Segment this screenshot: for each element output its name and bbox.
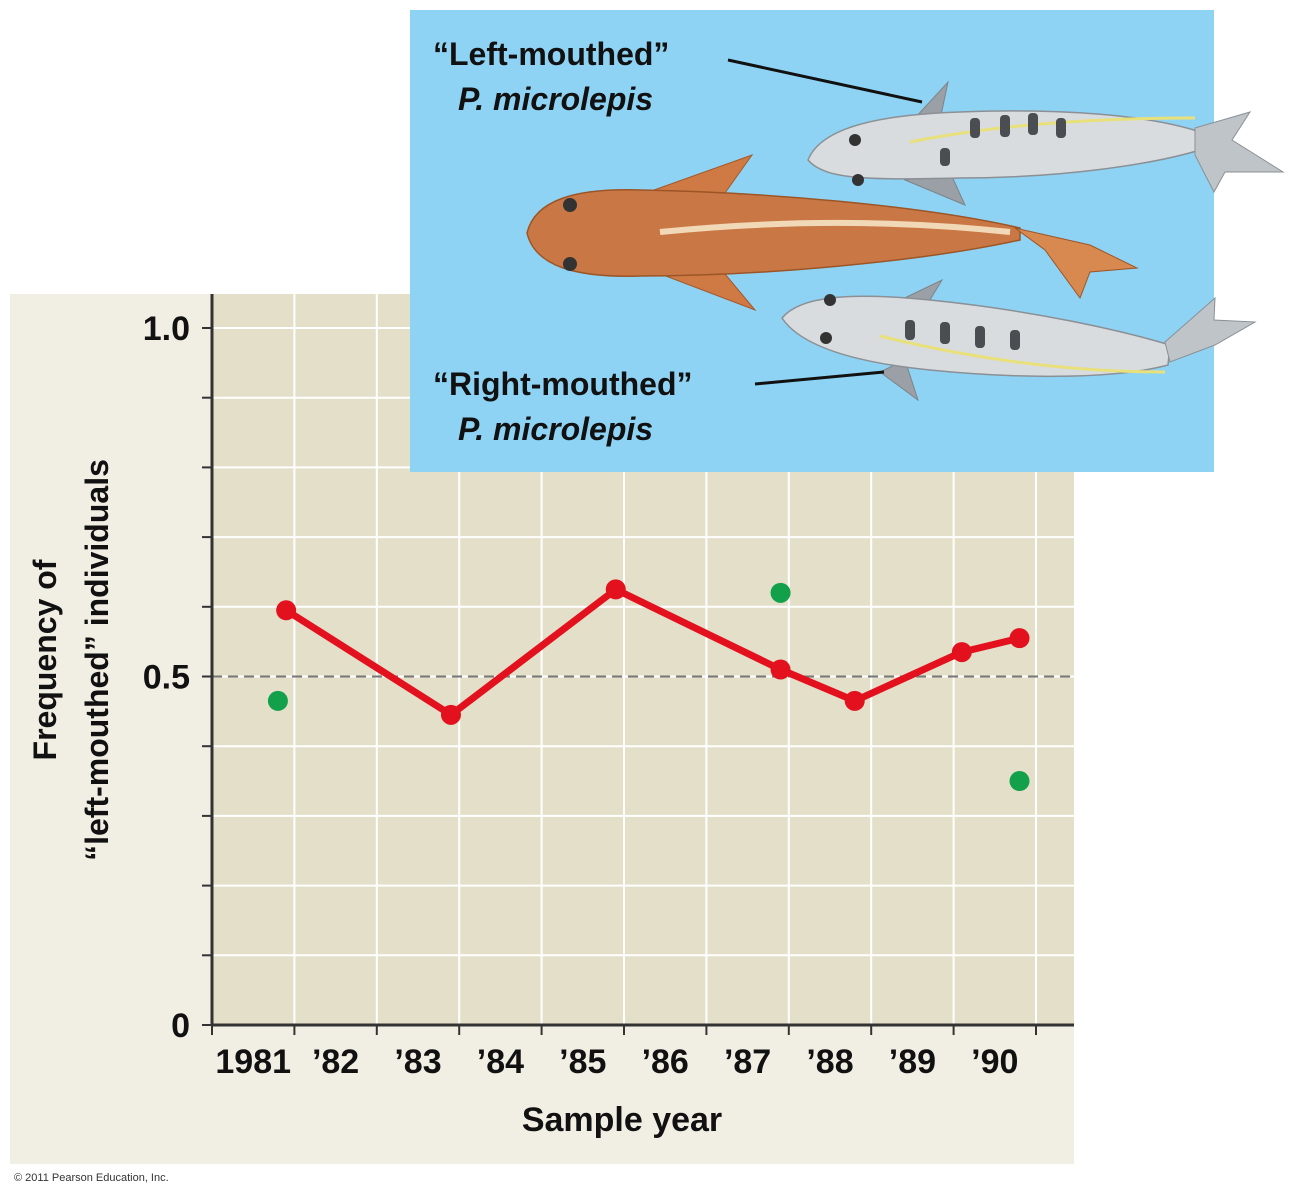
x-tick-labels: 1981 ’82 ’83 ’84 ’85 ’86 ’87 ’88 ’89 ’90 <box>215 1043 1018 1081</box>
x-tick-label: ’88 <box>806 1043 853 1081</box>
y-axis-title-line2: “left-mouthed” individuals <box>79 459 115 861</box>
fish-inset: “Left-mouthed” P. microlepis “Right-mout… <box>410 10 1285 472</box>
red-data-point <box>605 579 626 600</box>
x-tick-label: ’89 <box>889 1043 936 1081</box>
y-axis-title-line1: Frequency of <box>27 559 63 760</box>
red-data-point <box>844 690 865 711</box>
red-data-point <box>1009 628 1030 649</box>
left-label-leader <box>727 58 923 104</box>
x-tick-label: ’85 <box>559 1043 606 1081</box>
y-tick-label: 0.5 <box>143 659 190 697</box>
copyright-notice: © 2011 Pearson Education, Inc. <box>14 1172 169 1184</box>
green-data-point <box>1009 771 1030 792</box>
y-tick-label: 1.0 <box>143 310 190 348</box>
right-mouthed-species: P. microlepis <box>458 411 653 447</box>
x-tick-label: ’84 <box>477 1043 524 1081</box>
x-tick-label: 1981 <box>215 1043 291 1081</box>
orange-fish-illustration <box>526 153 1139 312</box>
y-tick-label: 0 <box>171 1007 190 1045</box>
red-data-point <box>770 659 791 680</box>
x-axis-title: Sample year <box>522 1101 722 1139</box>
y-axis-title: Frequency of “left-mouthed” individuals <box>27 459 115 861</box>
red-data-point <box>440 704 461 725</box>
left-mouthed-species: P. microlepis <box>458 81 653 117</box>
green-data-point <box>770 582 791 603</box>
left-mouthed-label: “Left-mouthed” <box>433 36 669 72</box>
x-tick-label: ’90 <box>971 1043 1018 1081</box>
x-tick-label: ’86 <box>642 1043 689 1081</box>
red-data-point <box>951 642 972 663</box>
y-tick-labels: 0 0.5 1.0 <box>143 310 190 1045</box>
axes <box>202 294 1074 1035</box>
right-mouthed-label: “Right-mouthed” <box>433 366 693 402</box>
red-data-point <box>276 600 297 621</box>
left-mouthed-fish-illustration <box>807 80 1285 206</box>
x-tick-label: ’83 <box>394 1043 441 1081</box>
right-mouthed-fish-illustration <box>781 278 1257 402</box>
x-tick-label: ’82 <box>312 1043 359 1081</box>
green-data-point <box>267 690 288 711</box>
green-scatter-series <box>267 582 1030 792</box>
right-label-leader <box>754 370 885 386</box>
red-line-series <box>276 579 1030 725</box>
x-tick-label: ’87 <box>724 1043 771 1081</box>
